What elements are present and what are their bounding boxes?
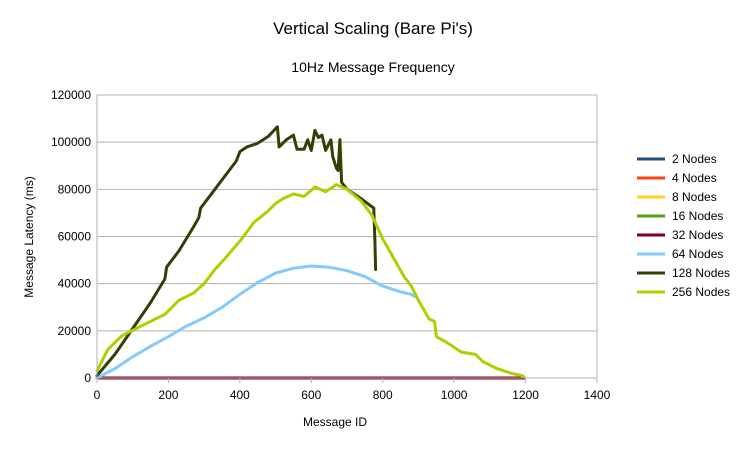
x-tick-label: 800 (373, 388, 393, 402)
x-tick-label: 0 (94, 388, 101, 402)
legend: 2 Nodes 4 Nodes 8 Nodes 16 Nodes 32 Nodes 64 … (637, 152, 730, 299)
legend-label: 2 Nodes (672, 152, 717, 166)
x-tick-label: 1200 (512, 388, 539, 402)
legend-label: 8 Nodes (672, 190, 717, 204)
legend-label: 128 Nodes (672, 266, 730, 280)
chart-title: Vertical Scaling (Bare Pi's) (273, 19, 473, 38)
y-tick-label: 60000 (58, 230, 92, 244)
legend-label: 64 Nodes (672, 247, 723, 261)
x-tick-label: 400 (230, 388, 250, 402)
x-tick-label: 600 (301, 388, 321, 402)
y-tick-label: 120000 (51, 88, 91, 102)
y-tick-label: 100000 (51, 135, 91, 149)
y-tick-label: 20000 (58, 324, 92, 338)
legend-label: 4 Nodes (672, 171, 717, 185)
series-lines (95, 125, 526, 380)
series-line-64-nodes (95, 264, 417, 380)
axes (96, 94, 598, 383)
x-axis-label: Message ID (303, 415, 367, 429)
y-axis-label: Message Latency (ms) (22, 176, 36, 297)
series-line-128-nodes (95, 125, 378, 378)
legend-label: 32 Nodes (672, 228, 723, 242)
x-tick-labels: 0 200 400 600 800 1000 1200 1400 (94, 388, 611, 402)
y-tick-label: 0 (84, 371, 91, 385)
x-tick-label: 200 (158, 388, 178, 402)
legend-label: 256 Nodes (672, 285, 730, 299)
y-tick-label: 80000 (58, 182, 92, 196)
y-tick-labels: 0 20000 40000 60000 80000 100000 120000 (51, 88, 91, 385)
series-line-256-nodes (95, 183, 526, 379)
legend-label: 16 Nodes (672, 209, 723, 223)
x-tick-label: 1400 (584, 388, 611, 402)
y-tick-label: 40000 (58, 277, 92, 291)
plot-frame (96, 94, 598, 379)
x-tick-label: 1000 (441, 388, 468, 402)
chart-subtitle: 10Hz Message Frequency (291, 59, 454, 75)
